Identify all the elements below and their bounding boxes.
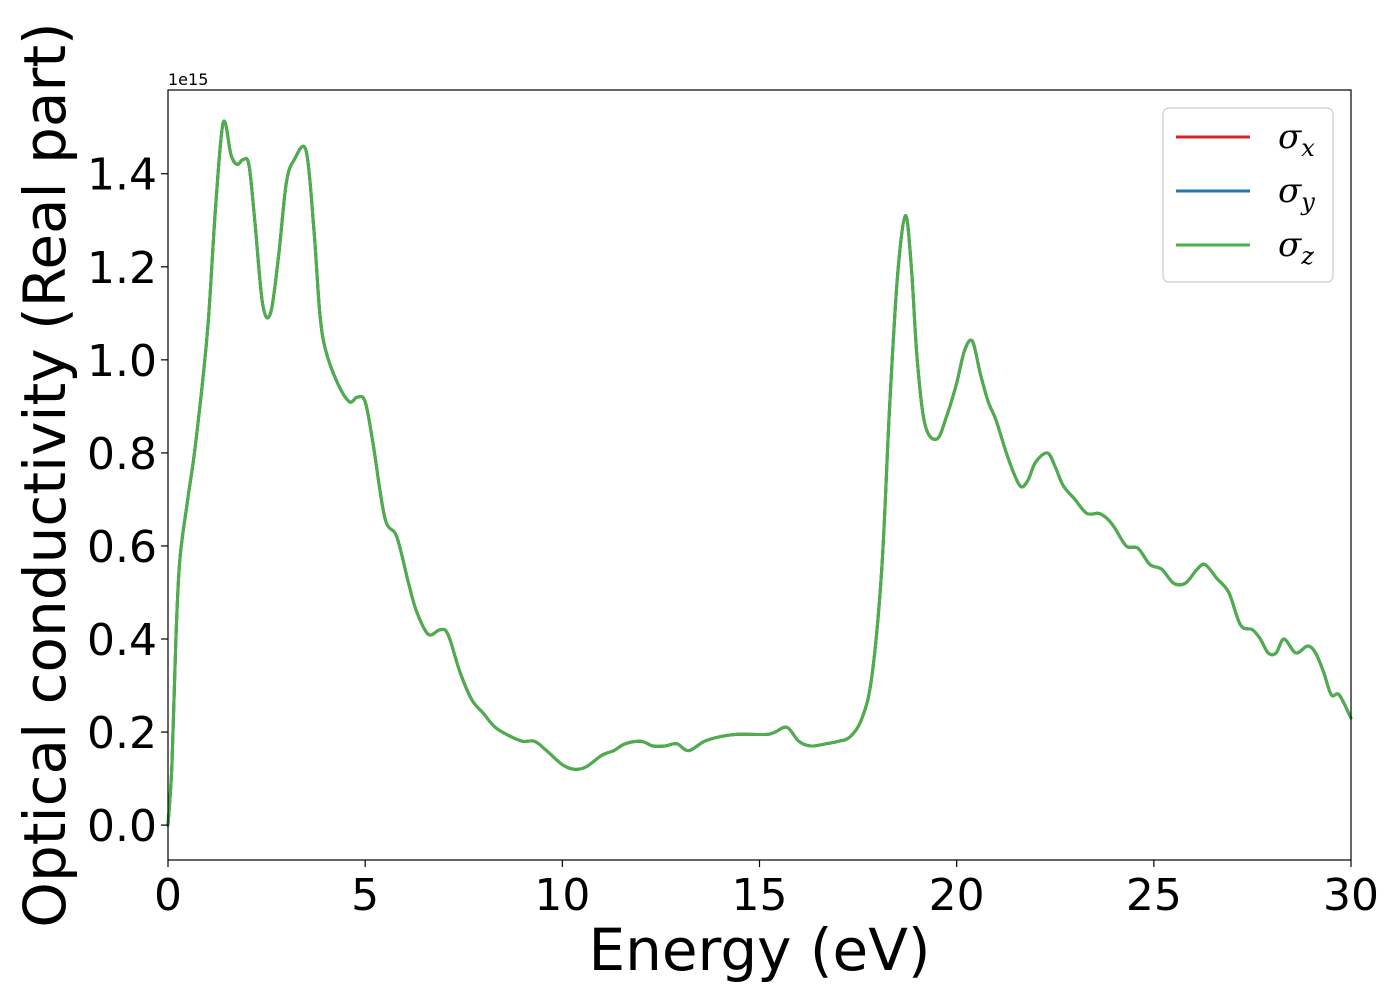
legend-label: σz (1278, 225, 1314, 270)
series-line-sigma-z (166, 119, 1353, 827)
x-tick-label: 15 (732, 870, 788, 921)
legend-label: σx (1278, 117, 1315, 162)
x-axis: 0 5 10 15 20 25 30 (154, 860, 1379, 921)
y-tick-label: 0.0 (87, 801, 157, 852)
y-offset-text: 1e15 (168, 70, 208, 89)
x-tick-label: 30 (1323, 870, 1379, 921)
y-tick-label: 0.2 (87, 708, 157, 759)
y-tick-label: 0.6 (87, 522, 157, 573)
legend-label: σy (1278, 171, 1315, 216)
x-tick-label: 0 (154, 870, 182, 921)
y-tick-label: 1.2 (87, 243, 157, 294)
x-tick-label: 5 (351, 870, 379, 921)
series-layer (166, 119, 1353, 827)
x-tick-label: 25 (1126, 870, 1182, 921)
legend-box (1162, 107, 1334, 283)
y-axis-title: Optical conductivity (Real part) (11, 22, 79, 927)
y-tick-label: 1.0 (87, 336, 157, 387)
x-tick-label: 20 (929, 870, 985, 921)
y-tick-label: 1.4 (87, 150, 157, 201)
y-tick-label: 0.4 (87, 615, 157, 666)
x-tick-label: 10 (534, 870, 590, 921)
y-tick-label: 0.8 (87, 429, 157, 480)
legend: σx σy σz (1162, 107, 1334, 283)
x-axis-title: Energy (eV) (588, 916, 930, 984)
y-axis: 0.0 0.2 0.4 0.6 0.8 1.0 1.2 1.4 (87, 150, 168, 852)
